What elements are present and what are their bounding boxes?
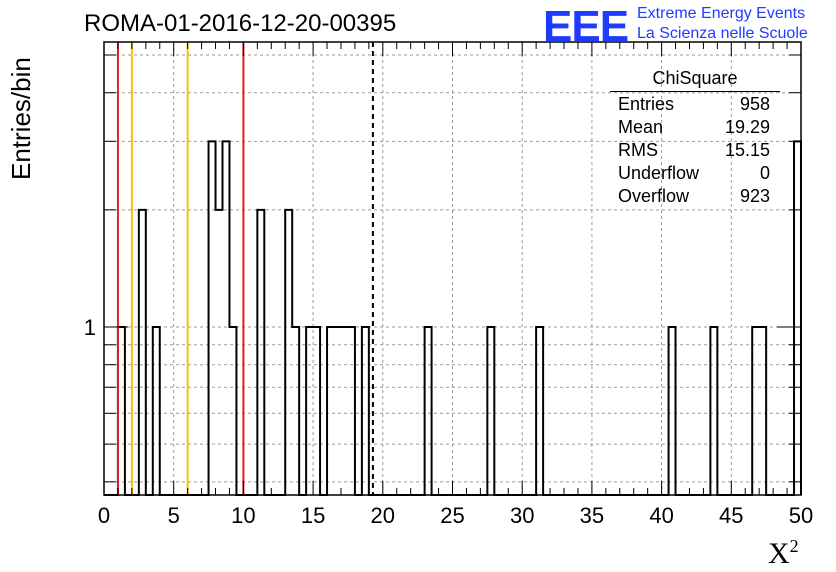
y-axis-label: Entries/bin (6, 57, 36, 180)
axes: 0 5 10 15 20 25 30 35 40 45 50 1 (84, 41, 813, 528)
histogram-bin (348, 327, 355, 495)
x-tick-label: 0 (98, 503, 110, 528)
histogram-bin (669, 327, 676, 495)
stats-label: Entries (618, 94, 675, 114)
stats-label: Mean (618, 117, 664, 137)
histogram-bin (216, 210, 223, 495)
x-tick-label: 45 (719, 503, 743, 528)
x-tick-label: 15 (301, 503, 325, 528)
histogram-bin (313, 327, 320, 495)
chart-title: ROMA-01-2016-12-20-00395 (84, 10, 397, 37)
histogram-bin (292, 327, 299, 495)
x-axis-label-base: X (768, 537, 790, 570)
stats-label: RMS (618, 140, 658, 160)
x-tick-label: 50 (789, 503, 813, 528)
eee-logo: EEE (543, 2, 629, 51)
x-tick-label: 35 (580, 503, 604, 528)
histogram-bin (334, 327, 341, 495)
x-axis-label: X2 (768, 536, 799, 571)
histogram-bin (229, 327, 236, 495)
histogram-bin (222, 141, 229, 495)
stats-row: RMS 15.15 (610, 140, 780, 163)
histogram-bin (710, 327, 717, 495)
stats-box: ChiSquare Entries 958 Mean 19.29 RMS 15.15 … (610, 68, 780, 209)
histogram-bin (327, 327, 334, 495)
x-tick-label: 25 (440, 503, 464, 528)
stats-value: 923 (739, 186, 770, 206)
x-tick-label: 30 (510, 503, 534, 528)
histogram-bin (341, 327, 348, 495)
histogram-bin (153, 327, 160, 495)
histogram-bin (209, 141, 216, 495)
logo-caption: Extreme Energy Events La Scienza nelle S… (637, 4, 808, 44)
stats-label: Overflow (618, 186, 690, 206)
stats-header: ChiSquare (610, 68, 780, 92)
grid-lines (104, 42, 801, 495)
histogram-bin (257, 210, 264, 495)
stats-row: Underflow 0 (610, 163, 780, 186)
histogram-bin (487, 327, 494, 495)
x-axis-label-superscript: 2 (789, 536, 799, 556)
histogram-bin (139, 210, 146, 495)
x-tick-label: 5 (168, 503, 180, 528)
histogram-bin (306, 327, 313, 495)
stats-row: Overflow 923 (610, 186, 780, 209)
histogram-bin (118, 327, 125, 495)
logo-caption-line1: Extreme Energy Events (637, 5, 806, 22)
histogram-bin (362, 327, 369, 495)
stats-row: Mean 19.29 (610, 117, 780, 140)
x-tick-label: 10 (231, 503, 255, 528)
stats-value: 958 (739, 94, 770, 114)
histogram-bin (752, 327, 759, 495)
stats-row: Entries 958 (610, 94, 780, 117)
x-tick-label: 40 (649, 503, 673, 528)
histogram-bin (536, 327, 543, 495)
logo-caption-line2: La Scienza nelle Scuole (637, 25, 808, 42)
histogram-bin (425, 327, 432, 495)
x-tick-label: 20 (371, 503, 395, 528)
stats-label: Underflow (618, 163, 700, 183)
y-tick-label: 1 (84, 315, 96, 340)
histogram-bin (759, 327, 766, 495)
histogram-bin (794, 141, 801, 495)
stats-value: 15.15 (724, 140, 770, 160)
stats-value: 19.29 (724, 117, 770, 137)
stats-value: 0 (759, 163, 770, 183)
histogram-bin (285, 210, 292, 495)
